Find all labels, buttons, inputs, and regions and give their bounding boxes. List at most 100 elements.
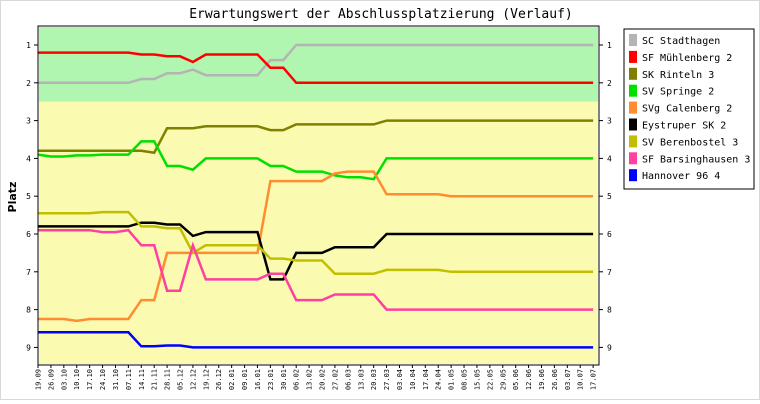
x-tick-label: 26.06: [551, 369, 559, 390]
x-tick-label: 21.11: [151, 369, 159, 390]
x-tick-label: 19.06: [538, 369, 546, 390]
x-tick-label: 01.05: [448, 369, 456, 390]
legend-swatch-4: [629, 101, 637, 114]
x-tick-label: 12.12: [189, 369, 197, 390]
legend-label-7: SF Barsinghausen 3: [642, 154, 750, 165]
y-tick-label-right: 4: [607, 154, 612, 163]
x-tick-label: 05.06: [512, 369, 520, 390]
x-tick-label: 08.05: [461, 369, 469, 390]
legend-label-3: SV Springe 2: [642, 87, 714, 98]
x-tick-label: 19.12: [202, 369, 210, 390]
x-tick-label: 23.01: [267, 369, 275, 390]
chart-title: Erwartungswert der Abschlussplatzierung …: [189, 7, 573, 22]
series-line-1: [38, 51, 594, 85]
x-tick-label: 06.02: [293, 369, 301, 390]
legend-label-8: Hannover 96 4: [642, 171, 720, 182]
x-tick-label: 13.02: [306, 369, 314, 390]
x-tick-label: 17.07: [590, 369, 598, 390]
x-tick-label: 13.03: [357, 369, 365, 390]
y-tick-label-left: 2: [26, 79, 31, 88]
y-tick-label-right: 1: [607, 41, 612, 50]
y-tick-label-left: 8: [26, 306, 31, 315]
x-tick-label: 10.04: [409, 369, 417, 390]
x-tick-label: 14.11: [138, 369, 146, 390]
legend-swatch-6: [629, 135, 637, 148]
x-tick-label: 03.07: [564, 369, 572, 390]
y-axis-label: Platz: [6, 182, 19, 213]
x-tick-label: 17.04: [422, 369, 430, 390]
x-tick-label: 30.01: [280, 369, 288, 390]
legend-label-4: SVg Calenberg 2: [642, 104, 732, 115]
x-tick-label: 27.02: [331, 369, 339, 390]
x-tick-label: 10.10: [73, 369, 81, 390]
legend-swatch-2: [629, 67, 637, 80]
y-tick-label-right: 3: [607, 117, 612, 126]
legend-label-6: SV Berenbostel 3: [642, 137, 738, 148]
legend-swatch-1: [629, 50, 637, 63]
legend-swatch-7: [629, 152, 637, 165]
legend-label-1: SF Mühlenberg 2: [642, 53, 732, 64]
legend-label-5: Eystruper SK 2: [642, 121, 726, 132]
x-tick-label: 20.03: [370, 369, 378, 390]
series-line-8: [38, 331, 594, 349]
y-tick-label-left: 5: [26, 192, 31, 201]
x-tick-label: 22.05: [486, 369, 494, 390]
y-tick-label-left: 3: [26, 117, 31, 126]
legend-box: [623, 28, 755, 190]
y-tick-label-left: 1: [26, 41, 31, 50]
x-tick-label: 20.02: [319, 369, 327, 390]
y-tick-label-right: 5: [607, 192, 612, 201]
x-tick-label: 02.01: [228, 369, 236, 390]
x-tick-label: 27.03: [383, 369, 391, 390]
y-ticks-left: 1 2 3 4 5 6 7 8 9: [26, 41, 38, 352]
x-ticks: 19.09 26.09 03.10 10.10 17.10 24.10 31.10 07.11…: [35, 365, 598, 390]
x-tick-label: 06.03: [344, 369, 352, 390]
legend-swatch-3: [629, 84, 637, 97]
x-tick-label: 19.09: [35, 369, 43, 390]
x-tick-label: 07.11: [125, 369, 133, 390]
y-tick-label-right: 7: [607, 268, 612, 277]
y-ticks-right: 1 2 3 4 5 6 7 8 9: [599, 41, 612, 352]
x-tick-label: 16.01: [254, 369, 262, 390]
x-tick-label: 09.01: [241, 369, 249, 390]
series-line-7: [38, 228, 594, 311]
y-tick-label-left: 9: [26, 343, 31, 352]
x-tick-label: 29.05: [499, 369, 507, 390]
y-tick-label-right: 9: [607, 343, 612, 352]
series-line-3: [37, 140, 594, 181]
y-tick-label-left: 6: [26, 230, 31, 239]
x-tick-label: 10.07: [577, 369, 585, 390]
x-tick-label: 17.10: [86, 369, 94, 390]
band-0: [39, 27, 598, 102]
legend-label-2: SK Rinteln 3: [642, 70, 714, 81]
legend-swatch-8: [629, 169, 637, 182]
y-tick-label-left: 4: [26, 154, 31, 163]
y-tick-label-right: 2: [607, 79, 612, 88]
x-tick-label: 28.11: [164, 369, 172, 390]
x-tick-label: 26.12: [215, 369, 223, 390]
legend: SC Stadthagen SF Mühlenberg 2 SK Rinteln 3…: [623, 28, 755, 190]
x-tick-label: 31.10: [112, 369, 120, 390]
legend-swatch-5: [629, 118, 637, 131]
x-tick-label: 26.09: [47, 369, 55, 390]
x-tick-label: 15.05: [473, 369, 481, 390]
legend-label-0: SC Stadthagen: [642, 36, 720, 47]
series-lines: [37, 43, 594, 349]
x-tick-label: 03.10: [60, 369, 68, 390]
y-tick-label-right: 8: [607, 306, 612, 315]
series-line-5: [38, 221, 594, 281]
x-tick-label: 24.04: [435, 369, 443, 390]
series-line-0: [38, 43, 594, 85]
x-tick-label: 05.12: [177, 369, 185, 390]
x-tick-label: 12.06: [525, 369, 533, 390]
x-tick-label: 24.10: [99, 369, 107, 390]
y-tick-label-left: 7: [26, 268, 31, 277]
series-line-4: [38, 170, 594, 323]
legend-swatch-0: [629, 34, 637, 46]
y-tick-label-right: 6: [607, 230, 612, 239]
series-line-6: [38, 210, 594, 275]
plot-border: [37, 25, 600, 366]
x-tick-label: 03.04: [396, 369, 404, 390]
